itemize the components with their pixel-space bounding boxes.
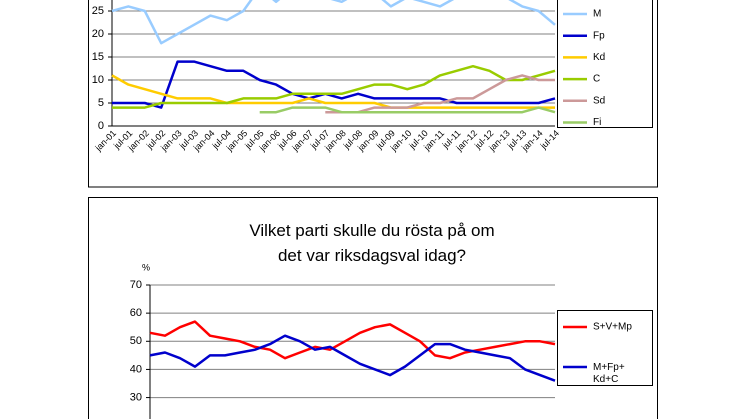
y-tick-label: 20 xyxy=(92,28,104,40)
y-tick-label: 25 xyxy=(92,5,104,17)
series-line xyxy=(111,0,556,45)
series-line xyxy=(112,60,556,109)
legend-label: C xyxy=(593,74,600,85)
legend-label: Fi xyxy=(593,117,601,128)
y-tick-label: 10 xyxy=(92,74,104,86)
y-tick-label: 30 xyxy=(130,391,142,403)
legend-label: Fp xyxy=(593,30,605,41)
legend-label: S+V+Mp xyxy=(593,322,632,333)
y-tick-label: 0 xyxy=(98,120,104,132)
legend-label: Sd xyxy=(593,95,605,106)
series-line xyxy=(149,320,556,360)
legend-label: M xyxy=(593,9,601,20)
y-tick-label: 50 xyxy=(130,335,142,347)
series-line xyxy=(111,74,555,109)
y-tick-label: 60 xyxy=(130,307,142,319)
legend-box xyxy=(557,0,653,128)
series-line xyxy=(112,64,556,109)
legend-label: Kd xyxy=(593,52,605,63)
series-line xyxy=(259,106,556,114)
y-axis-label: % xyxy=(142,262,150,272)
y-tick-label: 70 xyxy=(130,279,142,291)
y-tick-label: 40 xyxy=(130,363,142,375)
series-line xyxy=(149,334,556,382)
series-line xyxy=(325,74,555,114)
chart-title: Vilket parti skulle du rösta på om det va… xyxy=(249,221,494,265)
legend-label: M+Fp+ Kd+C xyxy=(593,362,625,385)
y-tick-label: 15 xyxy=(92,51,104,63)
legend-box xyxy=(557,310,653,386)
y-tick-label: 5 xyxy=(98,97,104,109)
